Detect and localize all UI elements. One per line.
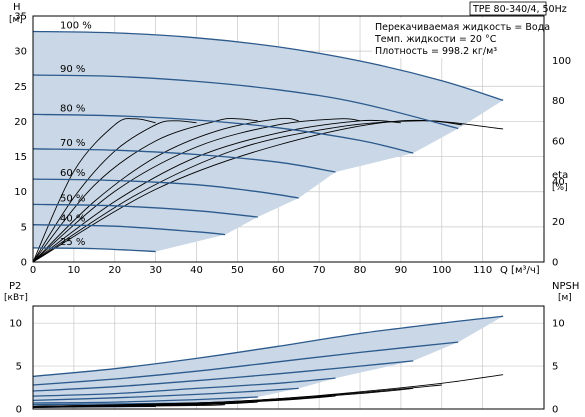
eta-tick-label: 0 bbox=[552, 258, 558, 269]
x-tick-label: 80 bbox=[354, 265, 367, 276]
chart-title: TPE 80-340/4, 50Hz bbox=[472, 4, 567, 15]
head-curve-60 bbox=[32, 178, 299, 199]
eta-tick-label: 80 bbox=[552, 96, 565, 107]
power-tick-label: 10 bbox=[9, 319, 22, 330]
npsh-curves bbox=[32, 374, 504, 408]
head-curve-80 bbox=[32, 113, 414, 154]
speed-label-80: 80 % bbox=[60, 103, 85, 114]
eta-tick-label: 40 bbox=[552, 177, 565, 188]
info-line-2: Темп. жидкости = 20 °C bbox=[374, 34, 497, 45]
eta-tick-label: 60 bbox=[552, 136, 565, 147]
power-plot-frame bbox=[32, 305, 545, 410]
x-tick-label: 110 bbox=[473, 265, 492, 276]
eta-curve-2 bbox=[32, 117, 258, 263]
x-tick-label: 0 bbox=[30, 265, 36, 276]
head-tick-label: 15 bbox=[14, 152, 27, 163]
power-curve-90 bbox=[32, 341, 459, 386]
x-tick-label: 90 bbox=[395, 265, 408, 276]
npsh-tick-label: 0 bbox=[552, 405, 558, 416]
x-tick-label: 50 bbox=[231, 265, 244, 276]
speed-label-25: 25 % bbox=[60, 237, 85, 248]
power-tick-label: 0 bbox=[16, 405, 22, 416]
x-tick-label: 100 bbox=[432, 265, 451, 276]
eta-axis-label: eta bbox=[552, 170, 568, 181]
head-plot-frame bbox=[32, 15, 545, 263]
power-axis-label: P2 bbox=[9, 281, 21, 292]
head-curve-70 bbox=[32, 148, 336, 173]
axis-ticks: 0 10 20 30 40 50 60 70 80 90 100 110051015202530350… bbox=[9, 12, 571, 416]
flow-axis-label: Q [м³/ч] bbox=[500, 265, 540, 276]
head-curve-40 bbox=[32, 224, 226, 236]
speed-labels: 100 % 90 % 80 % 70 % 60 % 50 % 40 % 25 % bbox=[60, 20, 92, 247]
x-tick-label: 20 bbox=[108, 265, 121, 276]
power-curve-70 bbox=[32, 377, 336, 397]
eta-curve-1 bbox=[32, 120, 197, 263]
head-tick-label: 20 bbox=[14, 117, 27, 128]
x-tick-label: 30 bbox=[149, 265, 162, 276]
title-box bbox=[469, 1, 547, 16]
power-curve-80 bbox=[32, 360, 414, 392]
npsh-tick-label: 10 bbox=[552, 319, 565, 330]
power-axis-unit: [кВт] bbox=[4, 293, 28, 303]
x-tick-label: 60 bbox=[272, 265, 285, 276]
eta-tick-label: 20 bbox=[552, 217, 565, 228]
x-tick-label: 70 bbox=[313, 265, 326, 276]
speed-label-90: 90 % bbox=[60, 64, 85, 75]
speed-label-100: 100 % bbox=[60, 20, 92, 31]
eta-tick-label: 100 bbox=[552, 56, 571, 67]
speed-label-60: 60 % bbox=[60, 168, 85, 179]
eta-curve-3 bbox=[32, 117, 299, 263]
power-curve-100 bbox=[32, 315, 504, 378]
info-line-1: Перекачиваемая жидкость = Вода bbox=[375, 22, 550, 33]
power-curve-60 bbox=[32, 387, 299, 402]
head-curve-25 bbox=[32, 247, 156, 253]
eta-curve-5 bbox=[32, 119, 401, 263]
npsh-axis-unit: [м] bbox=[558, 293, 572, 303]
head-axis-unit: [м] bbox=[9, 15, 23, 25]
head-curve-100 bbox=[32, 30, 504, 101]
eta-curve-0 bbox=[32, 118, 156, 263]
head-operating-area bbox=[33, 31, 504, 252]
head-tick-label: 30 bbox=[14, 47, 27, 58]
head-curves bbox=[32, 30, 504, 253]
head-tick-label: 5 bbox=[21, 222, 27, 233]
npsh-curve-7 bbox=[32, 405, 156, 408]
x-tick-label: 40 bbox=[190, 265, 203, 276]
speed-label-40: 40 % bbox=[60, 214, 85, 225]
head-curve-90 bbox=[32, 74, 459, 130]
speed-label-50: 50 % bbox=[60, 193, 85, 204]
x-tick-label: 10 bbox=[68, 265, 81, 276]
head-tick-label: 10 bbox=[14, 187, 27, 198]
head-area-fill bbox=[33, 31, 504, 252]
eta-axis-unit: [%] bbox=[552, 183, 568, 193]
head-tick-label: 25 bbox=[14, 82, 27, 93]
speed-label-70: 70 % bbox=[60, 138, 85, 149]
head-tick-label: 0 bbox=[21, 258, 27, 269]
head-tick-label: 35 bbox=[14, 12, 27, 23]
info-line-3: Плотность = 998.2 кг/м³ bbox=[375, 46, 497, 57]
efficiency-curves bbox=[32, 117, 504, 263]
npsh-tick-label: 5 bbox=[552, 362, 558, 373]
npsh-axis-label: NPSH bbox=[552, 281, 579, 292]
power-tick-label: 5 bbox=[16, 362, 22, 373]
power-curve-50 bbox=[32, 396, 258, 404]
info-box bbox=[372, 18, 548, 58]
head-curve-50 bbox=[32, 203, 258, 218]
head-axis-label: H bbox=[13, 2, 21, 13]
eta-curve-4 bbox=[32, 118, 361, 263]
